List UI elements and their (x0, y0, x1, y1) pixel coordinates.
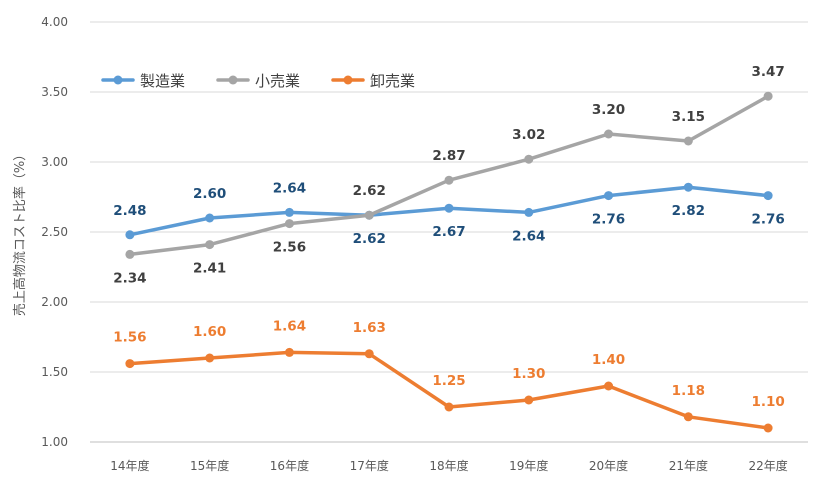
data-label: 2.34 (113, 270, 146, 286)
data-label: 1.10 (751, 394, 784, 410)
y-tick-label: 2.50 (41, 225, 68, 239)
data-point (125, 230, 135, 240)
legend-label: 小売業 (255, 72, 300, 90)
y-tick-label: 3.00 (41, 155, 68, 169)
data-point (683, 136, 693, 146)
data-point (763, 91, 773, 101)
data-label: 1.63 (353, 320, 386, 336)
data-label: 1.25 (432, 373, 465, 389)
x-tick-label: 16年度 (270, 458, 309, 473)
data-label: 3.20 (592, 102, 625, 118)
x-tick-label: 18年度 (429, 458, 468, 473)
data-point (444, 175, 454, 185)
x-tick-label: 20年度 (589, 458, 628, 473)
data-label: 1.64 (273, 318, 306, 334)
legend-label: 卸売業 (370, 72, 415, 90)
data-label: 1.18 (672, 383, 705, 399)
data-point (524, 154, 534, 164)
x-tick-label: 19年度 (509, 458, 548, 473)
data-label: 2.67 (432, 224, 465, 240)
data-point (364, 349, 374, 359)
data-point (284, 219, 294, 229)
data-label: 2.48 (113, 203, 146, 219)
data-point (524, 395, 534, 405)
data-point (763, 191, 773, 201)
data-label: 1.40 (592, 352, 625, 368)
x-tick-label: 17年度 (350, 458, 389, 473)
data-point (683, 412, 693, 422)
x-tick-label: 15年度 (190, 458, 229, 473)
data-point (604, 129, 614, 139)
data-label: 2.62 (353, 183, 386, 199)
data-point (444, 402, 454, 412)
y-axis-title: 売上高物流コスト比率（%） (12, 148, 28, 316)
data-label: 3.02 (512, 127, 545, 143)
legend-marker (113, 75, 123, 85)
x-tick-label: 21年度 (669, 458, 708, 473)
data-label: 1.56 (113, 330, 146, 346)
data-point (125, 359, 135, 369)
y-tick-label: 2.00 (41, 295, 68, 309)
data-label: 2.62 (353, 231, 386, 247)
data-label: 2.87 (432, 148, 465, 164)
legend-label: 製造業 (140, 72, 185, 90)
data-label: 3.47 (751, 64, 784, 80)
legend-marker (343, 75, 353, 85)
data-point (763, 423, 773, 433)
data-point (604, 191, 614, 201)
data-label: 2.76 (751, 212, 784, 228)
data-point (284, 207, 294, 217)
y-tick-label: 1.00 (41, 435, 68, 449)
data-point (444, 203, 454, 213)
data-point (205, 353, 215, 363)
data-label: 1.30 (512, 366, 545, 382)
data-point (205, 213, 215, 223)
x-tick-label: 14年度 (110, 458, 149, 473)
data-label: 2.64 (273, 180, 306, 196)
data-label: 2.56 (273, 240, 306, 256)
data-label: 2.41 (193, 261, 226, 277)
data-point (683, 182, 693, 192)
y-tick-label: 4.00 (41, 15, 68, 29)
data-label: 2.64 (512, 228, 545, 244)
data-point (364, 210, 374, 220)
data-point (125, 249, 135, 259)
y-tick-label: 1.50 (41, 365, 68, 379)
y-tick-label: 3.50 (41, 85, 68, 99)
data-point (284, 347, 294, 357)
data-label: 3.15 (672, 109, 705, 125)
data-label: 2.60 (193, 186, 226, 202)
data-point (604, 381, 614, 391)
data-label: 1.60 (193, 324, 226, 340)
data-label: 2.82 (672, 203, 705, 219)
data-point (524, 207, 534, 217)
data-label: 2.76 (592, 212, 625, 228)
x-tick-label: 22年度 (748, 458, 787, 473)
data-point (205, 240, 215, 250)
legend-marker (228, 75, 238, 85)
